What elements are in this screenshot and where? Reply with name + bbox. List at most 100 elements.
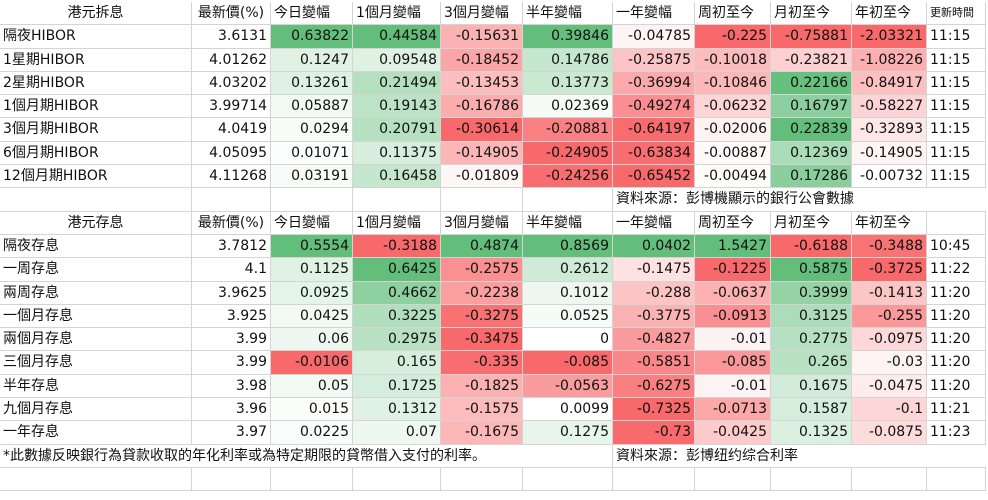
- change-value: 0.21494: [353, 71, 441, 96]
- change-value: -0.64197: [613, 118, 695, 142]
- change-value: 0.22166: [771, 71, 852, 96]
- empty-cell: [927, 467, 986, 492]
- table-row: 九個月存息 3.96 0.015 0.1312 -0.1575 0.0099 -0.7325…: [0, 398, 986, 422]
- change-value: -0.0975: [852, 328, 927, 352]
- change-value: 0.1675: [771, 374, 852, 399]
- empty-cell: [927, 211, 986, 235]
- column-header: 更新時間: [927, 2, 986, 26]
- latest-value: 3.925: [192, 304, 271, 329]
- change-value: 0.5875: [771, 258, 852, 282]
- column-header: 年初至今: [852, 211, 927, 235]
- table-row: 1星期HIBOR 4.01262 0.1247 0.09548 -0.18452 0.14…: [0, 48, 986, 72]
- update-time: 11:15: [927, 71, 986, 96]
- update-time: 11:15: [927, 48, 986, 72]
- change-value: 0.14786: [523, 48, 613, 72]
- change-value: -0.0563: [523, 374, 613, 399]
- change-value: -0.04785: [613, 25, 695, 49]
- table-row: 三個月存息 3.99 -0.0106 0.165 -0.335 -0.085 -0.5851…: [0, 351, 986, 375]
- update-time: 11:20: [927, 304, 986, 329]
- change-value: -0.1675: [441, 421, 523, 445]
- column-header: 一年變幅: [613, 211, 695, 235]
- change-value: 0.1247: [271, 48, 353, 72]
- empty-row: [0, 467, 986, 492]
- column-header: 1個月變幅: [353, 211, 441, 235]
- change-value: -0.14905: [852, 141, 927, 166]
- row-label: 6個月期HIBOR: [0, 141, 192, 166]
- empty-cell: [271, 467, 353, 492]
- empty-cell: [353, 467, 441, 492]
- change-value: 0.22839: [771, 118, 852, 142]
- hibor-table: 港元拆息 最新價(%) 今日變幅 1個月變幅 3個月變幅 半年變幅 一年變幅 周初至今 月初至今…: [0, 2, 986, 212]
- row-label: 兩個月存息: [0, 328, 192, 352]
- change-value: 0.4874: [441, 234, 523, 259]
- change-value: 0.17286: [771, 165, 852, 189]
- change-value: -0.03: [852, 351, 927, 375]
- change-value: -0.65452: [613, 165, 695, 189]
- change-value: 0.44584: [353, 25, 441, 49]
- change-value: -0.00494: [695, 165, 771, 189]
- update-time: 11:22: [927, 258, 986, 282]
- latest-value: 4.01262: [192, 48, 271, 72]
- change-value: -0.25875: [613, 48, 695, 72]
- table-row: 2星期HIBOR 4.03202 0.13261 0.21494 -0.13453 0.1…: [0, 71, 986, 96]
- table-row: 一年存息 3.97 0.0225 0.07 -0.1675 0.1275 -0.73 -0.0…: [0, 421, 986, 445]
- change-value: -0.63834: [613, 141, 695, 166]
- change-value: 0.0525: [523, 304, 613, 329]
- change-value: -0.24905: [523, 141, 613, 166]
- change-value: 0.02369: [523, 95, 613, 119]
- change-value: 0.0225: [271, 421, 353, 445]
- change-value: 0.19143: [353, 95, 441, 119]
- update-time: 11:20: [927, 281, 986, 305]
- change-value: -0.73: [613, 421, 695, 445]
- latest-value: 3.7812: [192, 234, 271, 259]
- column-header: 最新價(%): [192, 2, 271, 26]
- source-note: 資料來源：彭博機顯示的銀行公會數據: [613, 188, 986, 212]
- empty-cell: [523, 467, 613, 492]
- row-label: 3個月期HIBOR: [0, 118, 192, 142]
- empty-cell: [523, 188, 613, 212]
- change-value: -0.1413: [852, 281, 927, 305]
- change-value: -0.02006: [695, 118, 771, 142]
- change-value: 0.1587: [771, 398, 852, 422]
- table-row: 隔夜存息 3.7812 0.5554 -0.3188 0.4874 0.8569 0.040…: [0, 234, 986, 259]
- change-value: -0.3488: [852, 234, 927, 259]
- change-value: -0.3275: [441, 304, 523, 329]
- column-header: 3個月變幅: [441, 2, 523, 26]
- empty-cell: [852, 467, 927, 492]
- latest-value: 4.11268: [192, 165, 271, 189]
- change-value: -0.1575: [441, 398, 523, 422]
- latest-value: 3.99714: [192, 95, 271, 119]
- empty-cell: [353, 188, 441, 212]
- latest-value: 3.96: [192, 398, 271, 422]
- change-value: 0.1725: [353, 374, 441, 399]
- column-header: 半年變幅: [523, 211, 613, 235]
- change-value: -0.5851: [613, 351, 695, 375]
- change-value: 0.3999: [771, 281, 852, 305]
- change-value: 0.165: [353, 351, 441, 375]
- latest-value: 4.05095: [192, 141, 271, 166]
- change-value: -0.1: [852, 398, 927, 422]
- table-row: 1個月期HIBOR 3.99714 0.05887 0.19143 -0.16786 0.…: [0, 95, 986, 119]
- latest-value: 4.03202: [192, 71, 271, 96]
- change-value: 0.05887: [271, 95, 353, 119]
- update-time: 11:15: [927, 141, 986, 166]
- change-value: 0.16458: [353, 165, 441, 189]
- change-value: 0.0425: [271, 304, 353, 329]
- column-header: 最新價(%): [192, 211, 271, 235]
- latest-value: 3.99: [192, 351, 271, 375]
- change-value: 0.3125: [771, 304, 852, 329]
- empty-cell: [192, 188, 271, 212]
- change-value: 0.03191: [271, 165, 353, 189]
- change-value: 0.0402: [613, 234, 695, 259]
- change-value: 0.3225: [353, 304, 441, 329]
- change-value: 0.1312: [353, 398, 441, 422]
- row-label: 隔夜存息: [0, 234, 192, 259]
- change-value: -0.0425: [695, 421, 771, 445]
- source-row: *此數據反映銀行為貸款收取的年化利率或為特定期限的貸幣借入支付的利率。 資料來源：…: [0, 444, 986, 468]
- change-value: -0.4827: [613, 328, 695, 352]
- deposit-table: 港元存息 最新價(%) 今日變幅 1個月變幅 3個月變幅 半年變幅 一年變幅 周初至今 月初至今…: [0, 211, 986, 492]
- change-value: -0.23821: [771, 48, 852, 72]
- empty-cell: [0, 188, 192, 212]
- change-value: 0.63822: [271, 25, 353, 49]
- table-row: 6個月期HIBOR 4.05095 0.01071 0.11375 -0.14905 -0…: [0, 141, 986, 166]
